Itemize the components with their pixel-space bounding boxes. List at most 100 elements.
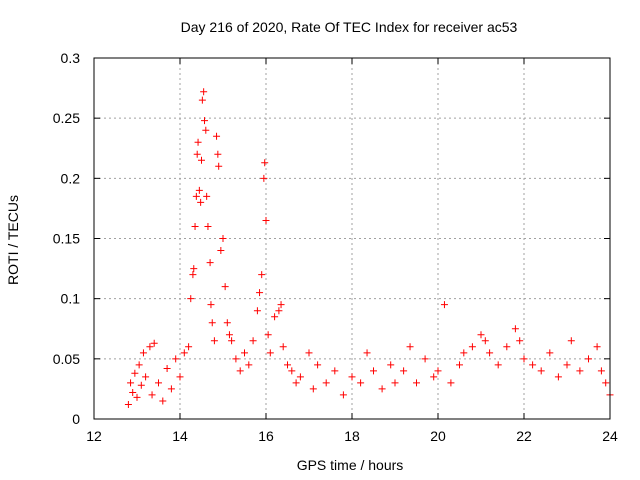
- data-point: [217, 247, 225, 255]
- data-point: [198, 156, 205, 164]
- data-point: [180, 349, 188, 357]
- data-point: [593, 343, 601, 351]
- data-point: [486, 349, 494, 357]
- data-point: [292, 379, 300, 387]
- data-point: [563, 361, 571, 369]
- data-point: [585, 355, 592, 363]
- data-point: [481, 337, 489, 345]
- data-point: [406, 343, 414, 351]
- data-point: [146, 343, 154, 351]
- data-point: [460, 349, 468, 357]
- data-point: [189, 271, 197, 279]
- data-point: [511, 325, 519, 333]
- data-point: [348, 373, 356, 381]
- data-point: [223, 319, 231, 327]
- y-tick-label: 0: [72, 411, 80, 427]
- data-point: [206, 259, 214, 267]
- data-point: [135, 361, 143, 369]
- data-point: [198, 96, 206, 104]
- x-tick-label: 24: [602, 428, 618, 444]
- data-point: [339, 391, 347, 399]
- data-point: [221, 283, 229, 291]
- data-point: [363, 349, 371, 357]
- axis-ticks: [93, 57, 611, 420]
- data-point: [202, 126, 210, 134]
- y-tick-label: 0.3: [61, 50, 81, 66]
- data-point: [195, 186, 203, 194]
- data-point: [554, 373, 562, 381]
- data-point: [204, 222, 212, 230]
- data-point: [456, 361, 463, 369]
- data-point: [413, 379, 420, 387]
- x-tick-label: 22: [516, 428, 532, 444]
- data-point: [142, 373, 150, 381]
- x-tick-label: 14: [172, 428, 188, 444]
- x-axis-label: GPS time / hours: [297, 457, 404, 473]
- data-point: [284, 361, 291, 369]
- data-point: [187, 295, 195, 303]
- data-point: [391, 379, 399, 387]
- data-point: [197, 198, 205, 206]
- data-point: [400, 367, 408, 375]
- data-point: [421, 355, 429, 363]
- y-tick-label: 0.05: [53, 351, 80, 367]
- data-point: [210, 337, 218, 345]
- data-point: [213, 132, 221, 140]
- data-point: [129, 389, 137, 397]
- data-point: [430, 373, 438, 381]
- data-point: [602, 379, 610, 387]
- data-point: [190, 265, 198, 273]
- data-point: [215, 162, 223, 170]
- data-point: [131, 369, 139, 377]
- data-point: [245, 361, 253, 369]
- data-point: [387, 361, 395, 369]
- data-point: [150, 339, 158, 347]
- data-point: [193, 150, 201, 158]
- data-point: [261, 159, 269, 167]
- data-point: [219, 235, 227, 242]
- data-point: [296, 373, 304, 381]
- data-point: [529, 361, 537, 369]
- data-point: [305, 349, 313, 357]
- data-point: [271, 313, 279, 321]
- data-point: [203, 192, 211, 200]
- data-point: [314, 361, 322, 369]
- data-point: [434, 367, 442, 375]
- x-tick-label: 16: [258, 428, 274, 444]
- data-point: [370, 367, 377, 375]
- data-point: [503, 343, 511, 351]
- data-point: [546, 349, 554, 357]
- data-point: [139, 349, 147, 357]
- data-point: [331, 367, 339, 375]
- chart-title: Day 216 of 2020, Rate Of TEC Index for r…: [181, 19, 518, 35]
- data-point: [288, 367, 296, 375]
- y-axis-label: ROTI / TECUs: [5, 195, 21, 285]
- data-point: [232, 355, 240, 363]
- data-point: [520, 355, 528, 363]
- data-point: [207, 301, 215, 309]
- data-point: [322, 379, 330, 387]
- data-point: [277, 301, 285, 309]
- data-point: [258, 271, 266, 279]
- y-tick-label: 0.1: [61, 291, 81, 307]
- data-point: [124, 401, 132, 409]
- data-point: [241, 349, 248, 357]
- data-point: [357, 379, 365, 387]
- data-point: [214, 150, 222, 158]
- data-point: [260, 174, 268, 182]
- data-point: [477, 331, 485, 339]
- data-point: [148, 391, 156, 399]
- data-point: [264, 331, 272, 339]
- data-point: [228, 337, 236, 345]
- data-point: [185, 343, 193, 351]
- data-point: [201, 117, 209, 125]
- data-point: [378, 385, 386, 393]
- data-point: [127, 379, 135, 387]
- data-point: [494, 361, 502, 369]
- data-point: [279, 343, 287, 351]
- data-point: [225, 331, 233, 339]
- data-point: [447, 379, 455, 387]
- y-tick-labels: 0 0.05 0.1 0.15 0.2 0.25 0.3: [53, 50, 80, 427]
- data-point: [191, 222, 199, 230]
